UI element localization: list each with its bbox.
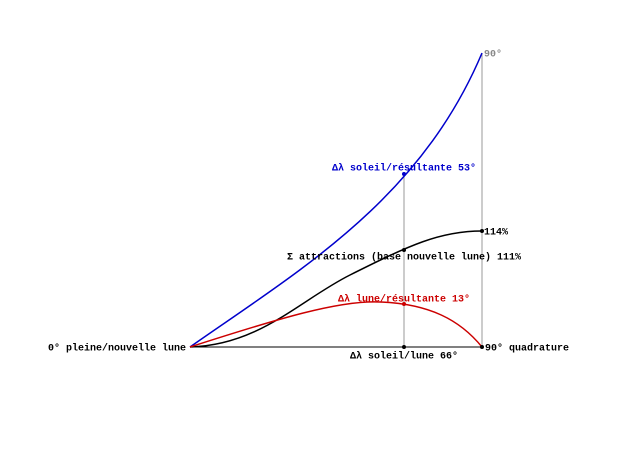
label: Δλ soleil/lune 66° xyxy=(350,351,458,363)
point xyxy=(480,345,484,349)
label: 0° pleine/nouvelle lune xyxy=(48,343,186,355)
sun-curve xyxy=(189,52,483,348)
label: 114% xyxy=(484,228,508,239)
point xyxy=(402,248,406,252)
label: 90° quadrature xyxy=(485,343,569,355)
label: Δλ soleil/résultante 53° xyxy=(332,163,476,175)
label: 90° xyxy=(484,49,502,61)
point xyxy=(402,172,406,176)
label: Δλ lune/résultante 13° xyxy=(338,294,470,306)
point xyxy=(480,229,484,233)
moon-curve xyxy=(189,301,483,348)
point xyxy=(402,302,406,306)
label: Σ attractions (base nouvelle lune) 111% xyxy=(287,252,521,264)
point xyxy=(402,345,406,349)
attraction-curve xyxy=(189,230,483,348)
